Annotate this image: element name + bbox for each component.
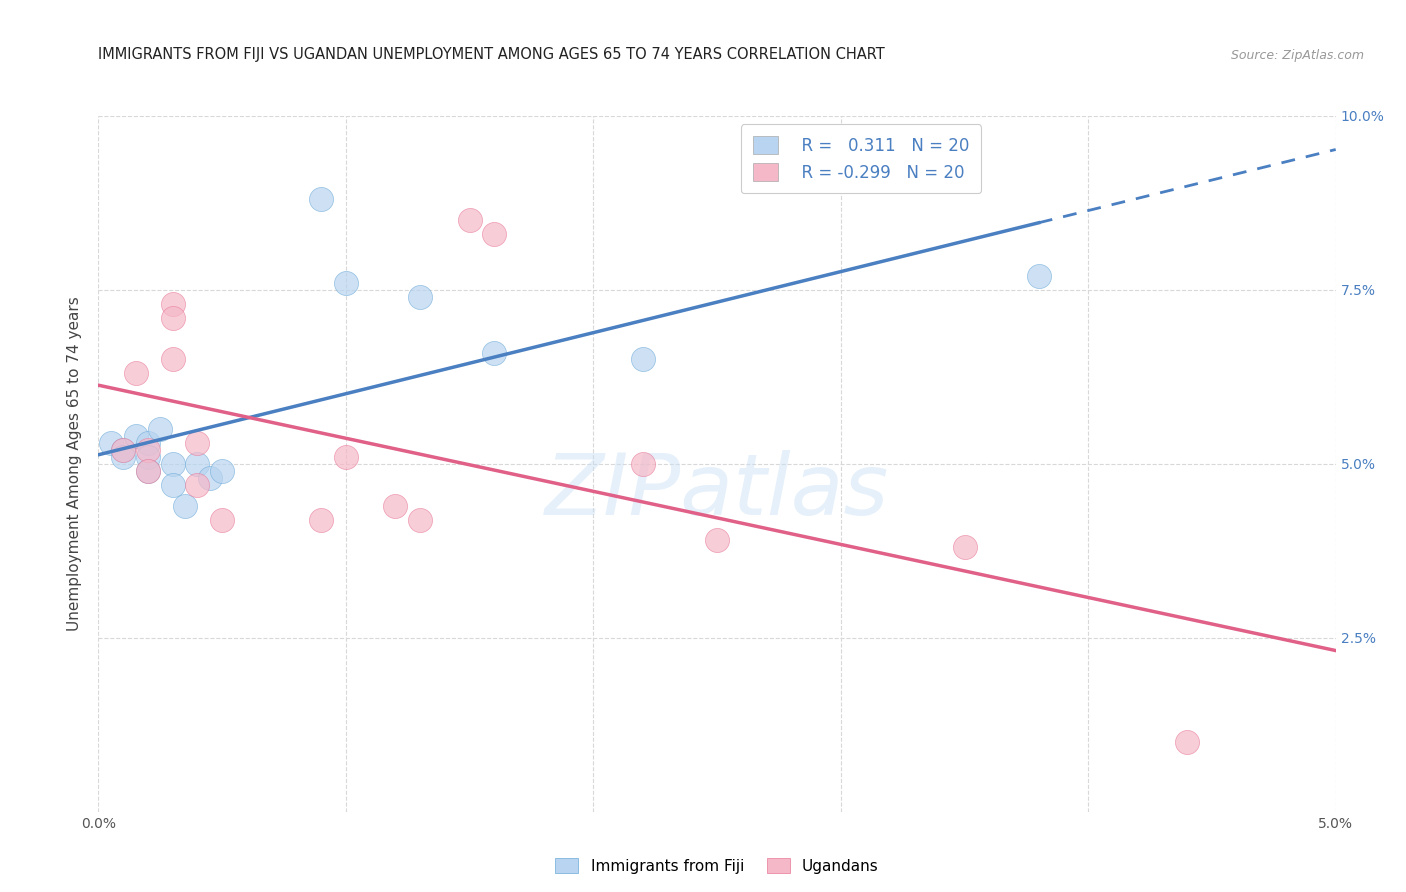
Point xyxy=(112,442,135,457)
Text: IMMIGRANTS FROM FIJI VS UGANDAN UNEMPLOYMENT AMONG AGES 65 TO 74 YEARS CORRELATI: IMMIGRANTS FROM FIJI VS UGANDAN UNEMPLOY… xyxy=(98,47,886,62)
Point xyxy=(112,450,135,464)
Point xyxy=(309,512,332,526)
Point xyxy=(484,227,506,242)
Point xyxy=(409,512,432,526)
Point xyxy=(335,276,357,290)
Point xyxy=(706,533,728,548)
Point xyxy=(458,213,481,227)
Point xyxy=(162,477,184,491)
Point xyxy=(186,457,208,471)
Point xyxy=(162,310,184,325)
Point xyxy=(409,290,432,304)
Point xyxy=(136,436,159,450)
Point xyxy=(136,442,159,457)
Point xyxy=(186,477,208,491)
Point xyxy=(112,442,135,457)
Point xyxy=(631,352,654,367)
Point xyxy=(953,541,976,555)
Point xyxy=(631,457,654,471)
Text: ZIPatlas: ZIPatlas xyxy=(546,450,889,533)
Point xyxy=(1175,735,1198,749)
Point xyxy=(162,457,184,471)
Point xyxy=(335,450,357,464)
Point xyxy=(198,471,221,485)
Point xyxy=(1028,268,1050,283)
Point xyxy=(186,436,208,450)
Point xyxy=(211,512,233,526)
Point xyxy=(162,297,184,311)
Point xyxy=(174,499,197,513)
Point xyxy=(124,429,146,443)
Legend: Immigrants from Fiji, Ugandans: Immigrants from Fiji, Ugandans xyxy=(550,852,884,880)
Point xyxy=(100,436,122,450)
Point xyxy=(136,464,159,478)
Point xyxy=(484,345,506,359)
Point xyxy=(149,422,172,436)
Point xyxy=(124,367,146,381)
Point xyxy=(309,193,332,207)
Point xyxy=(211,464,233,478)
Y-axis label: Unemployment Among Ages 65 to 74 years: Unemployment Among Ages 65 to 74 years xyxy=(67,296,83,632)
Point xyxy=(384,499,406,513)
Point xyxy=(136,464,159,478)
Text: Source: ZipAtlas.com: Source: ZipAtlas.com xyxy=(1230,49,1364,62)
Legend:   R =   0.311   N = 20,   R = -0.299   N = 20: R = 0.311 N = 20, R = -0.299 N = 20 xyxy=(741,124,981,194)
Point xyxy=(162,352,184,367)
Point xyxy=(136,450,159,464)
